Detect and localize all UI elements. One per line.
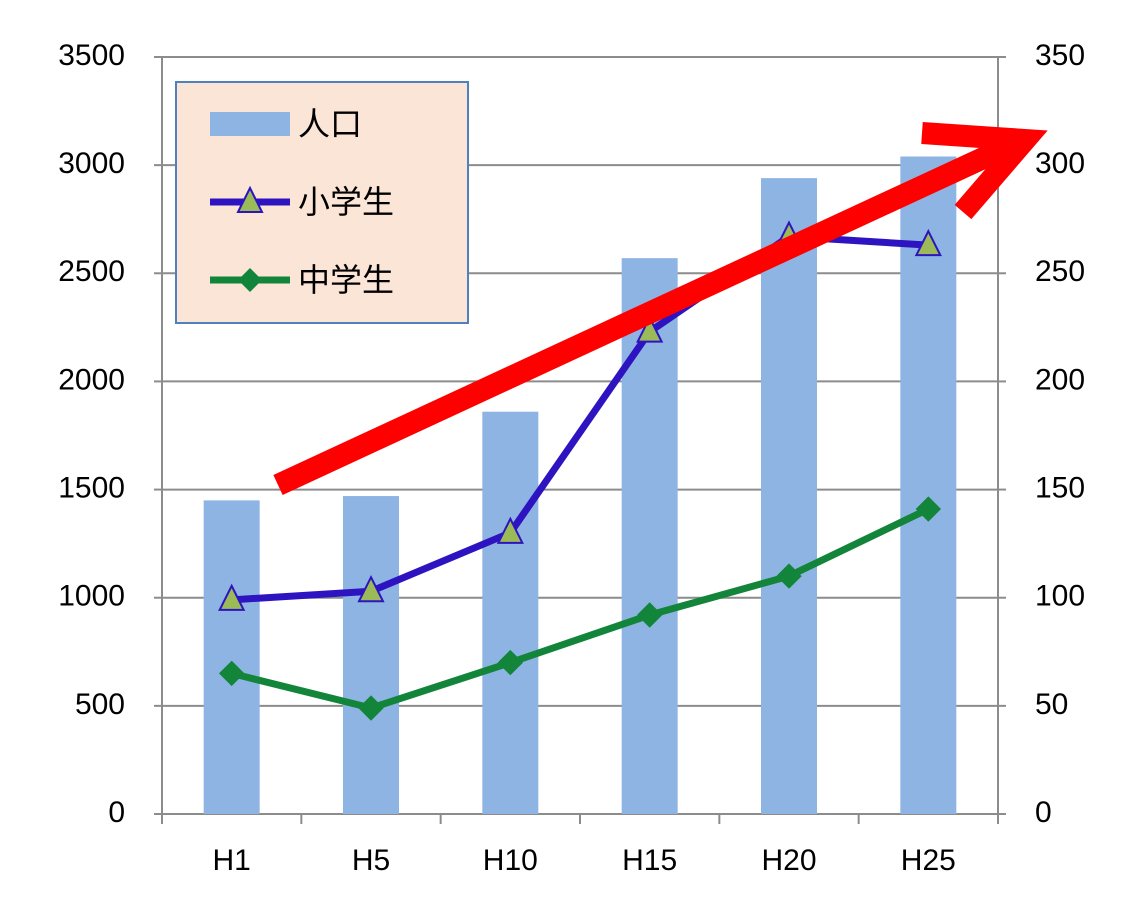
arrow-shaft [273,138,1010,495]
bar [343,496,399,814]
legend-marker [236,185,264,213]
y-tick-label: 2500 [58,255,125,288]
line-marker [497,649,524,676]
bar [621,258,678,814]
legend-swatch [210,112,290,136]
line-marker [636,315,664,343]
y-tick-label: 1500 [58,471,125,504]
plot-area [203,156,957,814]
legend-label: 人口 [298,105,362,143]
y2-tick-label: 100 [1035,580,1085,613]
y-tick-label: 0 [108,796,125,829]
y-tick-label: 2000 [58,363,125,396]
y2-tick-label: 150 [1035,471,1085,504]
y2-tick-label: 50 [1035,688,1068,721]
line-marker [357,574,385,603]
legend-label: 中学生 [298,261,394,299]
y2-tick-label: 200 [1035,363,1085,396]
legend-label: 小学生 [298,183,394,221]
line-marker [776,563,802,589]
legend-marker [238,268,262,292]
y-tick-label: 500 [75,688,125,721]
line-marker [218,660,245,687]
bar [203,500,260,814]
x-tick-label: H5 [352,844,390,877]
y2-tick-label: 250 [1035,255,1085,288]
y2-tick-label: 300 [1035,147,1085,180]
bar [482,411,539,814]
y-tick-label: 3000 [58,147,125,180]
x-tick-label: H25 [901,844,956,877]
x-tick-label: H20 [761,844,816,877]
line [230,505,930,712]
bar [900,156,957,814]
y-tick-label: 3500 [58,39,125,72]
bar [761,178,817,814]
line-marker [358,695,384,721]
line-marker [915,496,942,522]
grid [154,56,1006,824]
y-tick-label: 1000 [58,580,125,613]
line-marker [496,516,524,544]
line-marker [914,228,942,257]
x-tick-label: H1 [212,844,250,877]
y2-tick-label: 350 [1035,39,1085,72]
y2-tick-label: 0 [1035,796,1052,829]
trend-arrow [273,122,1048,495]
arrow-head [921,122,1048,220]
x-tick-label: H10 [483,844,538,877]
line-marker [636,602,663,628]
x-tick-label: H15 [622,844,677,877]
line-marker [218,583,246,611]
